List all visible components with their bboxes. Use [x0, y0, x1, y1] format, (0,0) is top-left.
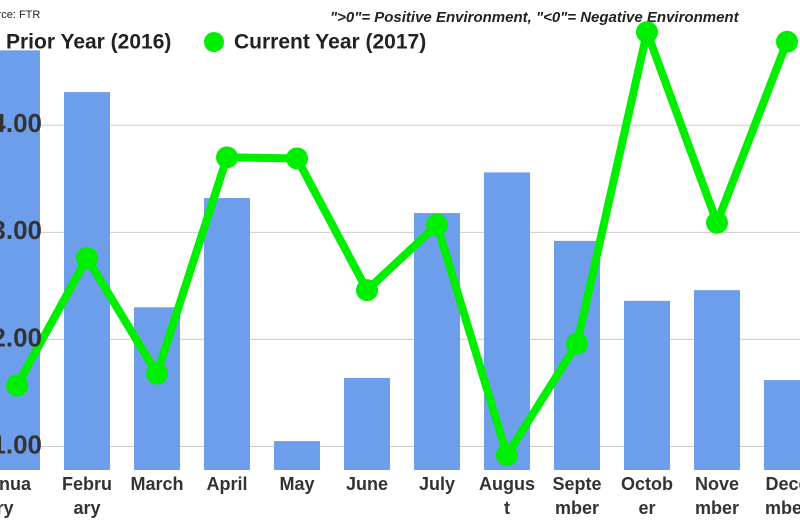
line-point	[426, 213, 448, 236]
line-point	[286, 147, 308, 170]
line-point	[566, 332, 588, 355]
bars	[0, 50, 800, 471]
x-tick-label: November	[694, 474, 739, 518]
line-point	[6, 374, 28, 397]
legend-swatch	[204, 32, 224, 52]
y-tick-label: 1.00	[0, 429, 42, 459]
line-point	[216, 146, 238, 169]
bar	[484, 172, 530, 470]
x-tick-label: January	[0, 474, 32, 518]
x-tick-label: October	[621, 474, 673, 518]
legend-label: Prior Year (2016)	[6, 31, 171, 54]
y-tick-label: 2.00	[0, 322, 42, 352]
line-point	[496, 444, 518, 467]
y-tick-label: 3.00	[0, 215, 42, 245]
x-tick-label: August	[479, 474, 535, 518]
line-point	[706, 211, 728, 234]
x-tick-label: September	[552, 474, 602, 518]
line-point	[776, 30, 798, 53]
bar	[0, 50, 40, 470]
line-point	[636, 21, 658, 44]
x-tick-label: July	[418, 474, 456, 494]
x-tick-label: April	[206, 474, 248, 494]
x-tick-label: May	[279, 474, 315, 494]
bar	[624, 300, 670, 470]
lines	[6, 21, 798, 467]
y-tick-label: 4.00	[0, 108, 42, 138]
x-tick-label: December	[764, 474, 800, 518]
legend-label: Current Year (2017)	[234, 31, 426, 54]
x-tick-label: March	[130, 474, 184, 494]
bar	[274, 441, 320, 470]
line-point	[146, 362, 168, 385]
line-point	[76, 247, 98, 270]
source: Source: FTR	[0, 9, 40, 21]
bar	[344, 377, 390, 470]
bar	[694, 290, 740, 470]
bar	[764, 380, 800, 470]
bar	[204, 198, 250, 470]
x-tick-label: February	[61, 474, 112, 518]
bar	[414, 213, 460, 470]
grid	[0, 124, 800, 447]
labels: 1.00 2.00 3.00 4.00 Prior Year (2016) Current…	[0, 31, 426, 460]
line	[13, 28, 791, 460]
x-tick-label: June	[345, 474, 388, 494]
annotation: ">0"= Positive Environment, "<0"= Negati…	[330, 9, 740, 26]
line-point	[356, 279, 378, 302]
